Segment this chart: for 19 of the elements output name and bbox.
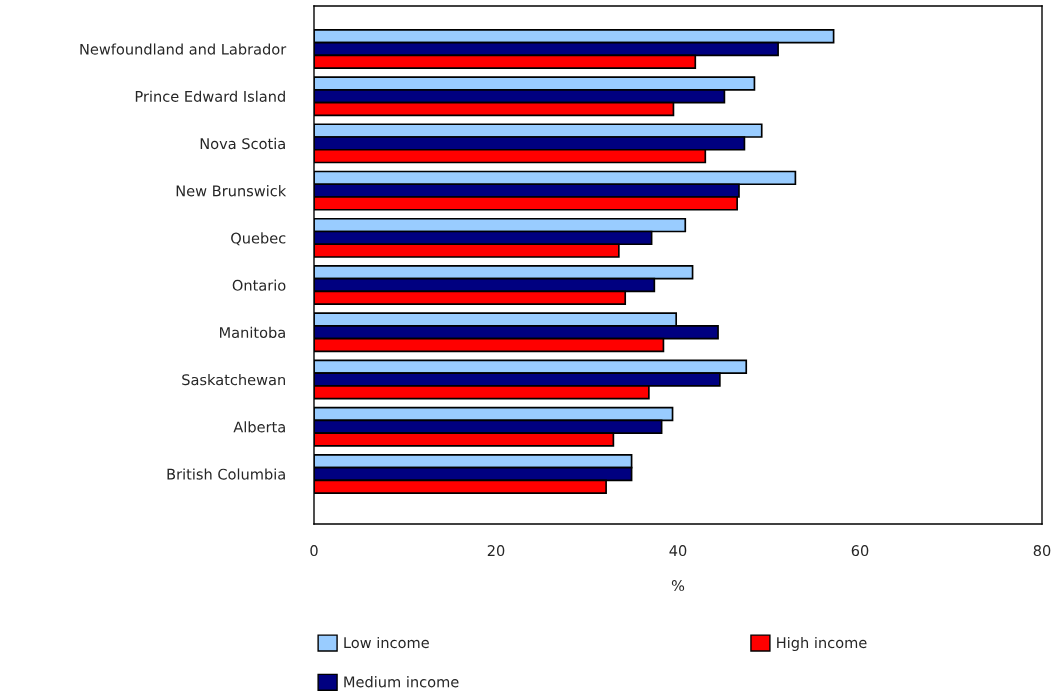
y-tick-label: Ontario <box>232 279 286 291</box>
y-tick-label: Quebec <box>231 232 286 246</box>
y-tick-label: Nova Scotia <box>200 137 285 150</box>
legend-label: Low income <box>344 636 429 649</box>
legend-label: Medium income <box>344 676 459 688</box>
y-tick-label: Saskatchewan <box>182 373 285 386</box>
legend-label: High income <box>777 636 867 651</box>
y-tick-label: Manitoba <box>220 326 285 339</box>
x-axis-title: % <box>671 580 685 592</box>
y-tick-label: Newfoundland and Labrador <box>80 43 287 55</box>
x-tick-label: 60 <box>851 545 869 557</box>
x-tick-label: 80 <box>1033 545 1051 557</box>
x-tick-label: 0 <box>310 545 318 557</box>
y-tick-label: British Columbia <box>167 468 285 480</box>
y-tick-label: New Brunswick <box>176 185 287 197</box>
x-tick-label: 20 <box>487 545 505 557</box>
y-tick-label: Prince Edward Island <box>135 90 285 102</box>
y-tick-label: Alberta <box>233 421 285 433</box>
x-tick-label: 40 <box>669 545 687 557</box>
